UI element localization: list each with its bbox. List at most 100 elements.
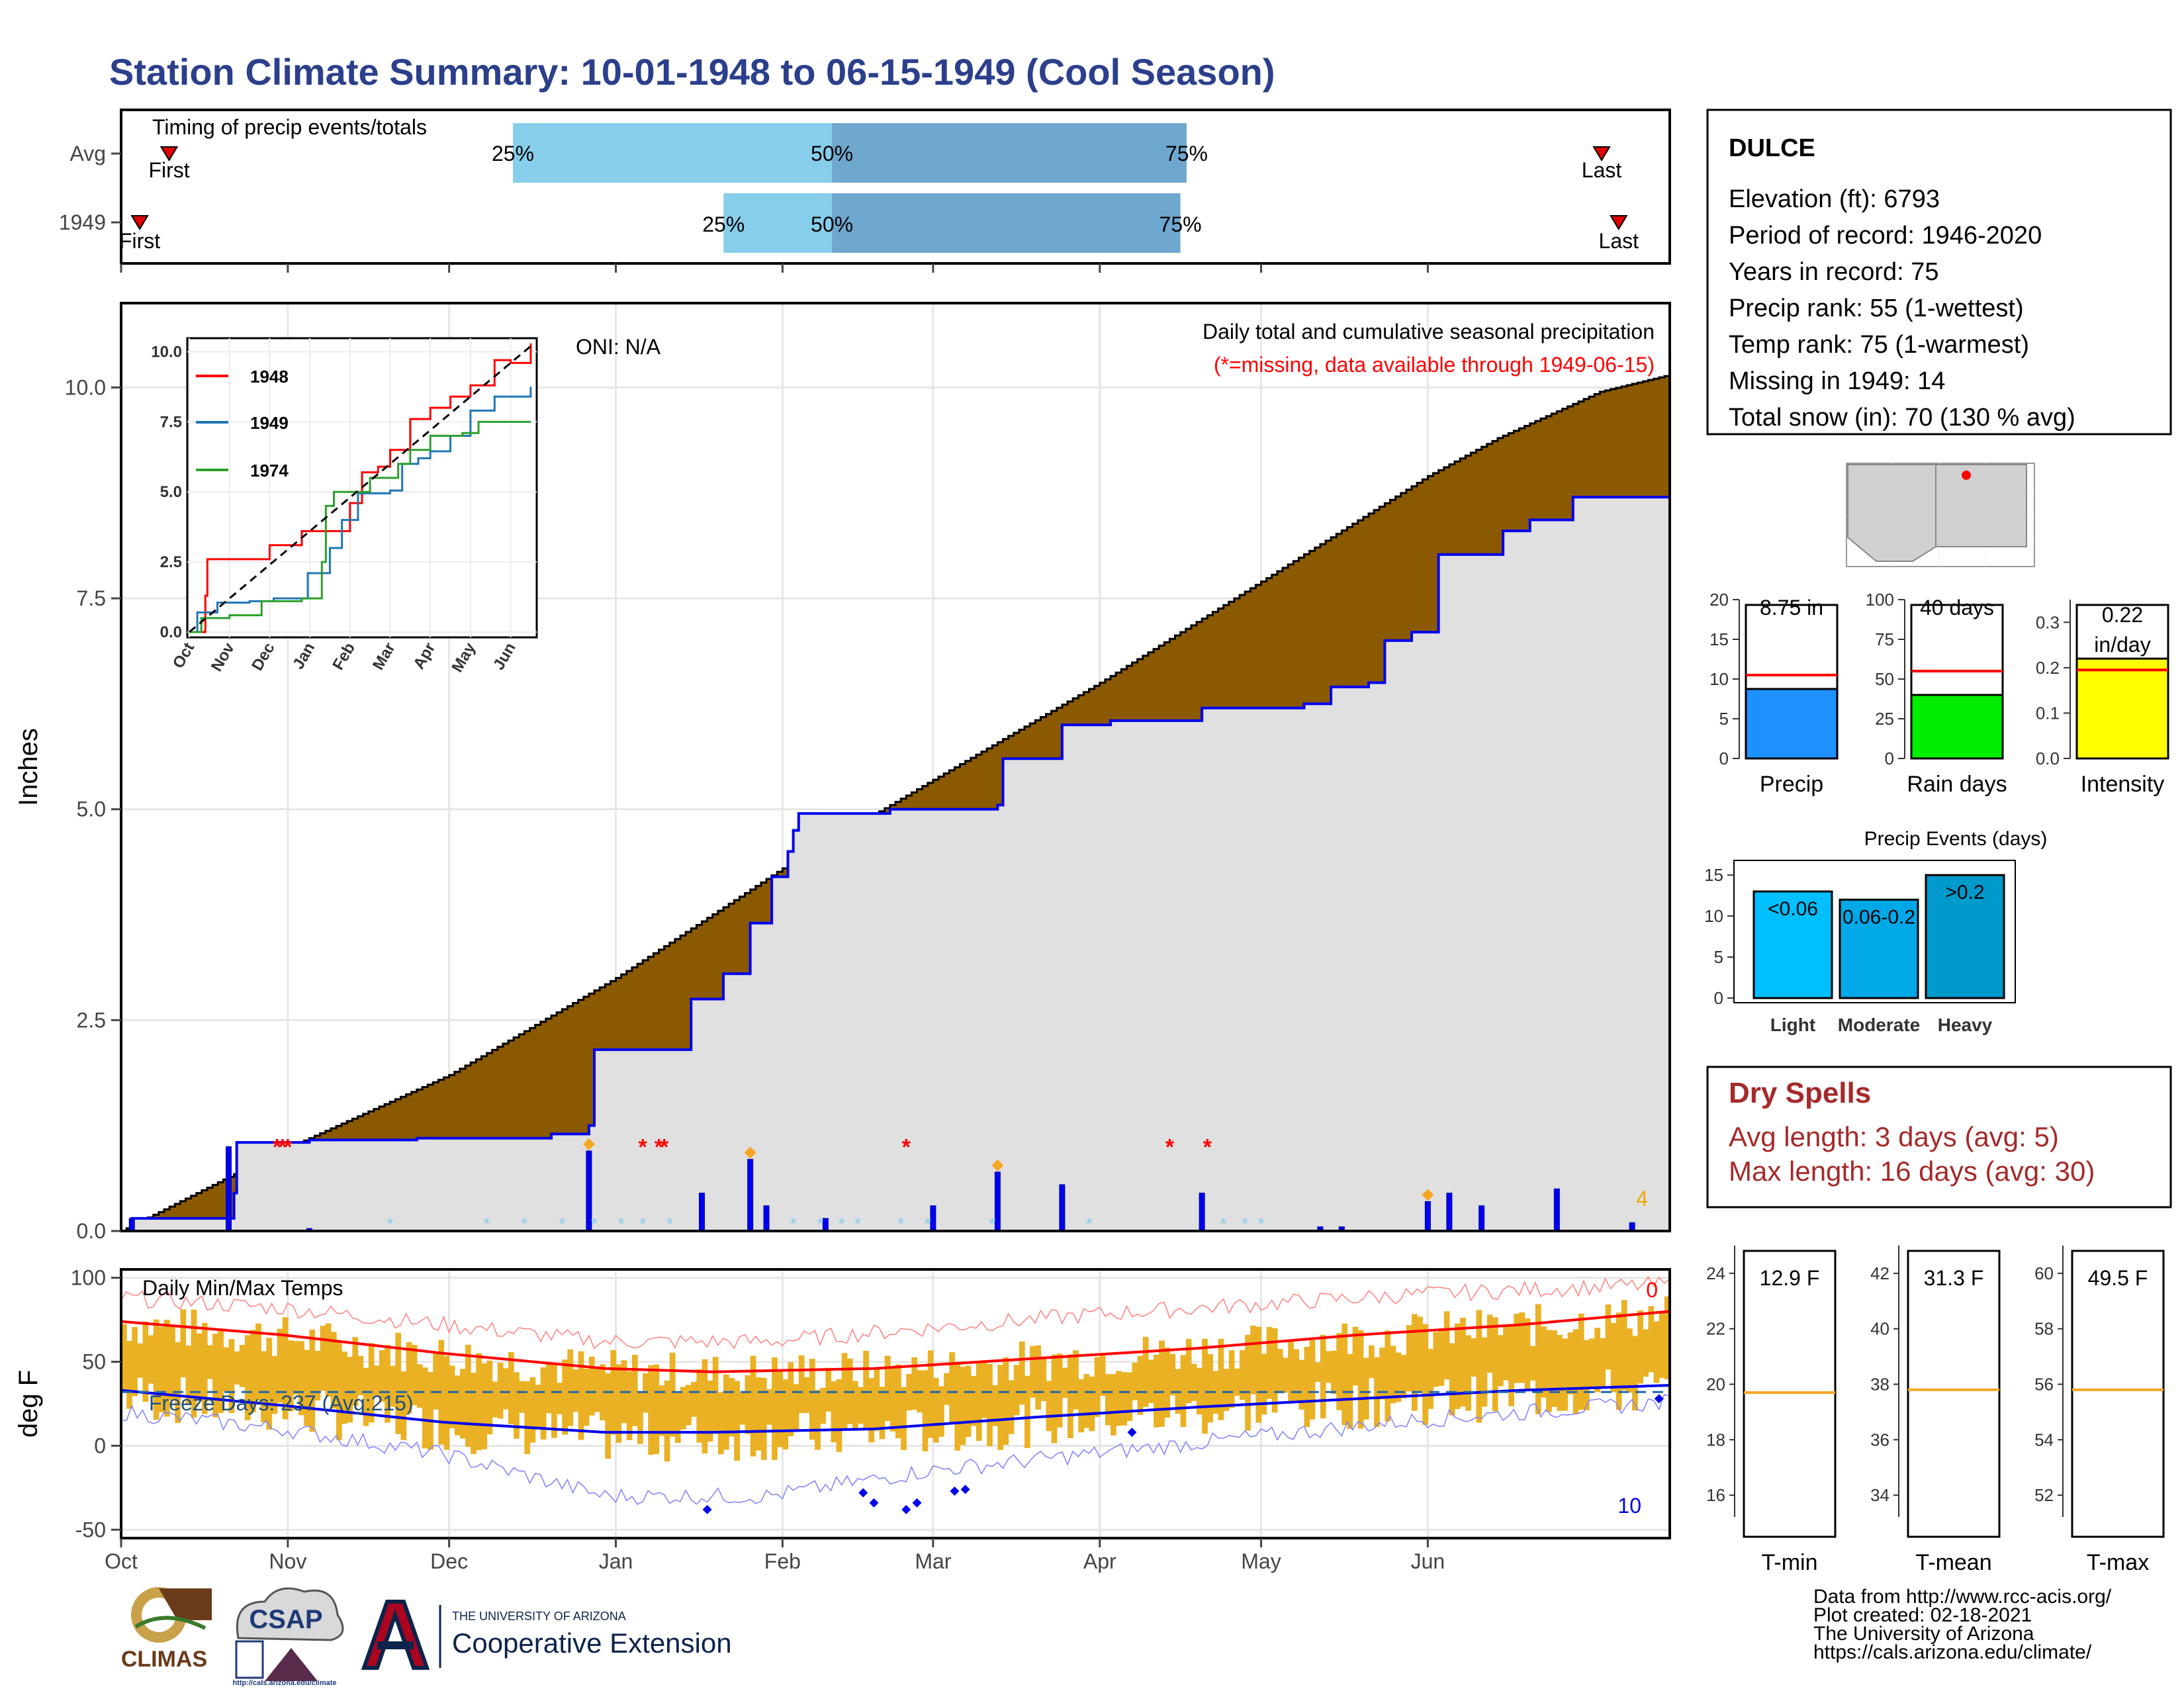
inset-line-1948 [189, 343, 532, 633]
month-label: Dec [430, 1549, 468, 1573]
events-tick-label: 0 [1714, 988, 1723, 1008]
record-low-count: 10 [1617, 1494, 1641, 1518]
daily-temp-bar [282, 1317, 289, 1420]
temp-line-record-min [120, 1394, 1670, 1505]
daily-temp-bar [578, 1351, 584, 1440]
daily-temp-bar [938, 1386, 944, 1437]
daily-temp-bar [702, 1359, 708, 1454]
daily-temp-bar [1132, 1363, 1138, 1400]
record-low-marker [869, 1498, 879, 1508]
daily-temp-bar [1298, 1359, 1305, 1410]
daily-temp-bar [1621, 1300, 1627, 1391]
freeze-days-label: Freeze Days: 237 (Avg:215) [149, 1391, 414, 1415]
timing-row-avg-label: Avg [69, 142, 106, 165]
daily-temp-bar [1191, 1363, 1197, 1401]
daily-temp-bar [1417, 1316, 1423, 1393]
daily-temp-bar [777, 1371, 783, 1447]
temp-line-avg-min [120, 1384, 1670, 1434]
daily-temp-bar [1390, 1346, 1396, 1404]
daily-temp-bar [1498, 1335, 1504, 1387]
daily-temp-bar [1632, 1336, 1638, 1411]
dry-spells-box: Dry Spells Avg length: 3 days (avg: 5) M… [1706, 1066, 2172, 1209]
daily-temp-bar [1024, 1375, 1030, 1448]
timing-avg-bar-late [832, 123, 1187, 183]
daily-temp-range-bars [121, 1296, 1670, 1462]
events-bar-inner-label: <0.06 [1768, 898, 1818, 920]
daily-temp-bar [712, 1357, 719, 1434]
daily-temp-bar [1228, 1350, 1235, 1408]
daily-temp-bar [729, 1378, 735, 1437]
daily-temp-bar [1056, 1353, 1063, 1428]
daily-temp-bar [1562, 1338, 1569, 1411]
daily-temp-bar [1180, 1355, 1187, 1428]
daily-precip-bar [930, 1205, 936, 1232]
daily-temp-bar [422, 1367, 428, 1449]
daily-temp-bar [600, 1364, 606, 1421]
daily-temp-bar [1476, 1310, 1482, 1423]
daily-temp-bar [788, 1362, 794, 1436]
snow-day-marker: * [521, 1214, 527, 1234]
daily-precip-bars [128, 1146, 1635, 1232]
daily-temp-bar [717, 1392, 724, 1455]
daily-temp-bar [1078, 1379, 1084, 1433]
daily-temp-bar [1336, 1333, 1342, 1410]
daily-temp-bar [572, 1369, 579, 1412]
daily-temp-bar [1121, 1372, 1127, 1426]
oni-label: ONI: N/A [576, 335, 661, 359]
inset-y-tick-label: 7.5 [160, 413, 182, 431]
daily-temp-bar [1481, 1337, 1488, 1407]
daily-temp-bar [798, 1355, 805, 1413]
month-label: Apr [1083, 1549, 1116, 1573]
missing-day-marker: * [273, 1135, 282, 1160]
daily-temp-bar [1385, 1330, 1391, 1422]
daily-temp-bar [772, 1357, 778, 1460]
daily-temp-bar [1255, 1326, 1262, 1423]
inset-y-tick-label: 0.0 [160, 623, 182, 641]
daily-temp-bar [519, 1381, 525, 1413]
events-bar-heavy [1925, 874, 2005, 999]
daily-temp-bar [1503, 1325, 1509, 1381]
daily-temp-bar [330, 1332, 337, 1409]
daily-temp-bar [1019, 1341, 1025, 1405]
station-snow: Total snow (in): 70 (130 % avg) [1729, 404, 2075, 432]
daily-temp-bar [1159, 1340, 1165, 1427]
daily-temp-bar [277, 1328, 283, 1403]
daily-temp-bar [132, 1327, 138, 1396]
daily-temp-bar [760, 1377, 767, 1460]
daily-temp-bar [696, 1369, 703, 1443]
daily-temp-bar [1369, 1345, 1375, 1379]
daily-temp-bar [820, 1387, 826, 1424]
daily-temp-bar [1062, 1367, 1068, 1398]
daily-temp-bar [465, 1345, 471, 1447]
temp-summary-tick-label: 40 [1870, 1319, 1889, 1339]
temp-summary-label: T-max [2087, 1550, 2149, 1575]
daily-temp-bar [992, 1385, 998, 1426]
summary-tick-label: 0.3 [2036, 612, 2060, 632]
snow-day-marker: * [790, 1214, 797, 1234]
daily-temp-bar [981, 1360, 987, 1418]
daily-temp-bar [734, 1381, 740, 1461]
daily-temp-bar [1240, 1349, 1246, 1400]
temp-y-label: deg F [14, 1370, 43, 1438]
daily-temp-bar [1126, 1372, 1133, 1421]
daily-precip-bar [822, 1218, 829, 1232]
daily-temp-bar [1557, 1334, 1563, 1411]
daily-temp-bar [1197, 1367, 1203, 1415]
locator-map [1846, 463, 2035, 567]
timing-label: Timing of precip events/totals [152, 115, 427, 139]
daily-temp-bar [1352, 1326, 1359, 1386]
station-location-dot [1962, 471, 1971, 480]
daily-temp-bar [529, 1377, 536, 1443]
daily-temp-bar [207, 1345, 213, 1379]
snow-marker [582, 1138, 595, 1150]
daily-temp-bar [750, 1355, 756, 1457]
summary-tick-label: 75 [1875, 629, 1894, 649]
daily-temp-bar [244, 1335, 251, 1420]
station-temp-rank: Temp rank: 75 (1-warmest) [1729, 331, 2029, 359]
footer-plot-created: Plot created: 02-18-2021 [1813, 1604, 2032, 1626]
daily-temp-bar [1013, 1365, 1020, 1416]
temp-title: Daily Min/Max Temps [142, 1276, 343, 1300]
daily-temp-bar [1422, 1324, 1428, 1425]
snow-marker [1422, 1189, 1434, 1201]
daily-temp-bar [551, 1364, 557, 1438]
